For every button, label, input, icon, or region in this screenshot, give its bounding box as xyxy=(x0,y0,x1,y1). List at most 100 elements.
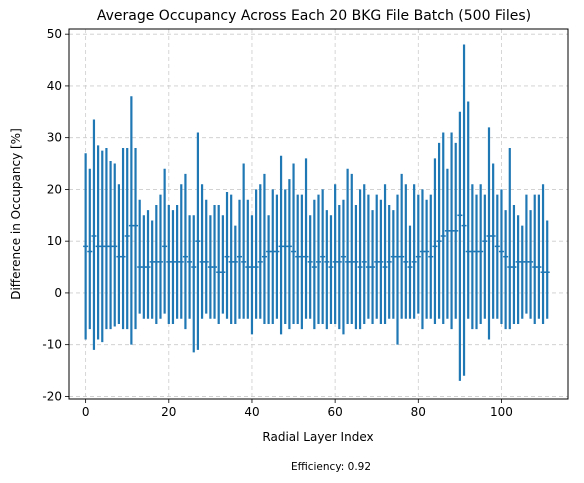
errorbar xyxy=(145,210,151,319)
errorbar xyxy=(345,168,351,324)
y-tick-label: 20 xyxy=(47,182,62,196)
errorbar xyxy=(528,210,534,319)
errorbar xyxy=(507,148,513,330)
errorbar xyxy=(440,132,446,324)
errorbar xyxy=(157,194,163,319)
errorbar xyxy=(482,194,488,319)
errorbar xyxy=(519,225,525,319)
errorbar xyxy=(257,184,263,319)
errorbar xyxy=(295,194,301,324)
errorbar xyxy=(419,189,425,330)
errorbar xyxy=(178,184,184,319)
errorbar xyxy=(357,189,363,330)
errorbar xyxy=(153,204,159,324)
errorbar xyxy=(424,199,430,319)
errorbar xyxy=(399,173,405,319)
errorbar xyxy=(199,184,205,319)
y-tick-label: 30 xyxy=(47,131,62,145)
errorbar xyxy=(382,184,388,324)
errorbar xyxy=(286,179,292,330)
errorbar xyxy=(540,184,546,324)
errorbar xyxy=(407,225,413,319)
errorbar xyxy=(349,173,355,324)
errorbar xyxy=(457,111,463,381)
errorbar xyxy=(303,158,309,319)
x-tick-label: 0 xyxy=(82,405,90,419)
errorbar xyxy=(112,163,118,327)
errorbar xyxy=(128,96,134,345)
errorbar xyxy=(270,189,276,324)
errorbar xyxy=(91,119,97,350)
y-axis-ticks: -20 -10 0 10 20 30 40 50 xyxy=(42,27,69,403)
errorbar xyxy=(278,155,284,335)
errorbar xyxy=(249,215,255,335)
y-axis-label: Difference in Occupancy [%] xyxy=(9,128,23,300)
errorbar xyxy=(332,184,338,324)
errorbar xyxy=(361,184,367,324)
errorbar xyxy=(532,194,538,324)
errorbar xyxy=(474,194,480,330)
errorbar xyxy=(241,163,247,319)
errorbar xyxy=(224,192,230,319)
x-tick-label: 20 xyxy=(161,405,176,419)
errorbar xyxy=(403,184,409,319)
errorbar xyxy=(149,220,155,319)
errorbar xyxy=(120,148,126,330)
errorbar xyxy=(370,210,376,324)
errorbar xyxy=(95,145,101,340)
plot-frame xyxy=(68,28,569,400)
errorbar xyxy=(328,215,334,324)
errorbar xyxy=(515,215,521,324)
y-tick-label: 50 xyxy=(47,27,62,41)
errorbar xyxy=(220,215,226,314)
errorbar xyxy=(353,204,359,330)
errorbar xyxy=(307,215,313,319)
errorbar xyxy=(170,210,176,324)
efficiency-footer: Efficiency: 0.92 xyxy=(291,461,371,473)
errorbar xyxy=(261,173,267,324)
errorbar xyxy=(187,215,193,319)
errorbar xyxy=(428,194,434,319)
errorbar xyxy=(523,194,529,314)
errorbar xyxy=(415,194,421,314)
errorbar xyxy=(320,189,326,324)
errorbar xyxy=(494,194,500,319)
errorbar xyxy=(503,210,509,330)
errorbar xyxy=(228,194,234,324)
errorbar xyxy=(536,194,542,319)
errorbar xyxy=(191,215,197,353)
errorbar xyxy=(511,204,517,324)
errorbar xyxy=(316,194,321,324)
x-tick-label: 100 xyxy=(490,405,513,419)
errorbar xyxy=(411,184,417,319)
errorbar xyxy=(166,204,172,324)
errorbar xyxy=(212,204,218,319)
errorbar xyxy=(395,194,401,345)
errorbar xyxy=(478,184,484,324)
errorbar-series xyxy=(83,44,550,381)
errorbar xyxy=(137,199,143,314)
errorbar xyxy=(83,153,89,340)
errorbar xyxy=(498,189,504,324)
errorbar xyxy=(486,127,492,340)
errorbar xyxy=(282,189,288,324)
errorbar xyxy=(291,163,297,324)
errorbar xyxy=(103,148,109,330)
errorbar xyxy=(469,184,475,330)
x-tick-label: 80 xyxy=(411,405,426,419)
errorbar xyxy=(336,204,342,330)
errorbar xyxy=(195,132,201,350)
errorbar xyxy=(365,194,371,319)
errorbar xyxy=(274,194,280,319)
x-tick-label: 60 xyxy=(327,405,342,419)
errorbar xyxy=(444,168,450,319)
errorbar xyxy=(124,148,130,330)
errorbar xyxy=(490,163,496,319)
y-tick-label: 10 xyxy=(47,234,62,248)
errorbar xyxy=(465,101,471,319)
errorbar xyxy=(378,199,384,324)
errorbar xyxy=(236,199,242,319)
errorbar xyxy=(386,204,392,319)
errorbar xyxy=(311,199,317,330)
